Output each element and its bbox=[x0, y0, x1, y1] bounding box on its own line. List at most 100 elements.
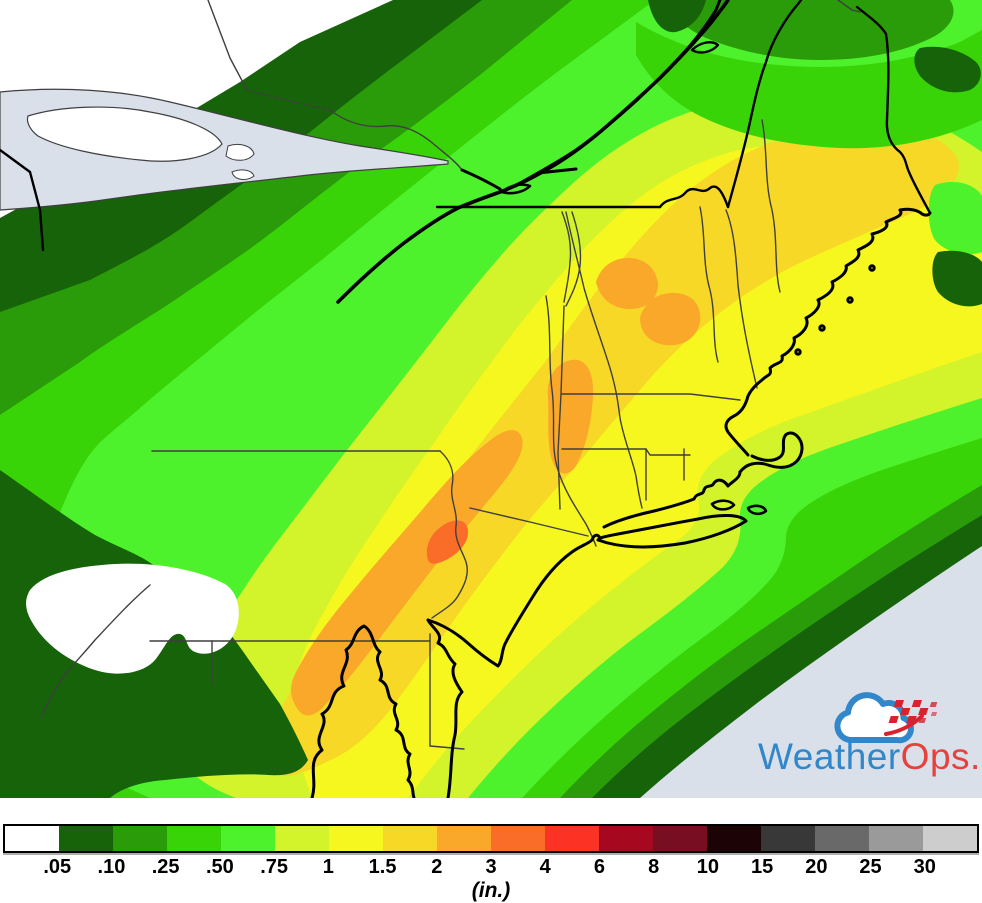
river-hudson bbox=[545, 295, 597, 547]
island-marthas-vineyard bbox=[710, 499, 736, 511]
international-borders bbox=[0, 0, 932, 252]
border-nh-quebec bbox=[658, 185, 730, 209]
band-golden bbox=[254, 125, 959, 777]
island-ottawa-small-2 bbox=[231, 169, 255, 180]
weatherops-logo: WeatherOps. bbox=[758, 692, 981, 777]
border-maine-west bbox=[726, 0, 803, 209]
legend-swatch-0 bbox=[5, 826, 59, 851]
precip-contour-svg: WeatherOps. bbox=[0, 0, 982, 798]
blob-white-sw-pennsylvania bbox=[26, 563, 239, 674]
border-ontario-quebec bbox=[207, 0, 248, 91]
legend-swatch-7 bbox=[383, 826, 437, 851]
river-ottawa-thin bbox=[329, 109, 463, 171]
core-orange-pennsylvania-band bbox=[291, 430, 523, 716]
legend-swatch-10 bbox=[545, 826, 599, 851]
legend-tick-label: .05 bbox=[43, 856, 72, 878]
legend-swatch-14 bbox=[761, 826, 815, 851]
river-connecticut bbox=[565, 211, 643, 509]
island-maine-2 bbox=[818, 324, 826, 332]
core-redorange-ne-pennsylvania bbox=[426, 520, 469, 564]
legend-swatch-3 bbox=[167, 826, 221, 851]
legend-tick-label: .50 bbox=[205, 856, 234, 878]
legend-color-bar bbox=[3, 824, 979, 853]
legend-tick-label: 2 bbox=[431, 856, 443, 878]
island-maine-3 bbox=[846, 296, 854, 304]
st-lawrence-north-bank bbox=[520, 0, 722, 184]
border-ny-vt-ma-ct bbox=[557, 305, 565, 510]
legend-swatch-2 bbox=[113, 826, 167, 851]
legend-tick-label: 8 bbox=[648, 856, 660, 878]
legend-swatch-9 bbox=[491, 826, 545, 851]
border-nj-ny bbox=[469, 507, 589, 537]
legend-tick-label: 30 bbox=[913, 856, 936, 878]
island-ottawa-large bbox=[26, 106, 223, 162]
river-maine-2 bbox=[761, 119, 781, 293]
legend-swatch-12 bbox=[653, 826, 707, 851]
precip-bands bbox=[0, 0, 982, 798]
confluence-bar bbox=[536, 167, 578, 175]
river-potomac-upper bbox=[41, 584, 151, 717]
cape-cod bbox=[738, 431, 804, 474]
legend-swatch-17 bbox=[923, 826, 977, 851]
lake-champlain-west bbox=[561, 211, 572, 303]
border-ma-north bbox=[561, 393, 741, 401]
island-maine-1 bbox=[794, 348, 802, 356]
border-ontario-quebec-dashed bbox=[246, 89, 331, 111]
island-nantucket bbox=[746, 504, 768, 516]
legend-swatch-1 bbox=[59, 826, 113, 851]
legend-tick-label: 25 bbox=[859, 856, 882, 878]
legend-tick-label: 1 bbox=[322, 856, 334, 878]
legend-tick-label: 20 bbox=[805, 856, 828, 878]
patch-bright-top-right bbox=[636, 22, 982, 149]
legend-tick-label: 6 bbox=[593, 856, 605, 878]
st-lawrence-river bbox=[336, 0, 730, 304]
legend-tick-label: .10 bbox=[97, 856, 126, 878]
border-maine-east bbox=[855, 5, 932, 215]
coastline bbox=[310, 207, 932, 798]
line-top-right-small bbox=[837, 0, 861, 13]
border-delaware-south bbox=[429, 745, 465, 750]
legend-swatch-11 bbox=[599, 826, 653, 851]
ile-orleans bbox=[690, 41, 720, 54]
core-orange-vermont bbox=[596, 258, 658, 310]
legend-swatch-5 bbox=[275, 826, 329, 851]
political-borders-thin bbox=[41, 0, 861, 750]
legend: .05 .10 .25 .50 .75 1 1.5 2 3 4 6 8 10 15 20 25 30 (in.) bbox=[0, 824, 982, 903]
logo-cloud-icon bbox=[834, 692, 914, 744]
montreal-island bbox=[500, 183, 532, 195]
patch-medium-top-right bbox=[660, 0, 954, 60]
patch-dark-tongue-top bbox=[648, 0, 706, 33]
coast-delmarva-delaware-bay bbox=[426, 618, 464, 798]
logo-flag-swoosh bbox=[884, 714, 924, 736]
legend-swatch-4 bbox=[221, 826, 275, 851]
logo-wordmark: WeatherOps. bbox=[758, 736, 981, 777]
legend-tick-label: 15 bbox=[750, 856, 774, 878]
coast-connecticut-rhode-island bbox=[602, 470, 742, 529]
legend-swatch-6 bbox=[329, 826, 383, 851]
legend-tick-label: .75 bbox=[260, 856, 289, 878]
coast-chesapeake-bay bbox=[310, 624, 416, 798]
legend-tick-label: 1.5 bbox=[368, 856, 397, 878]
legend-swatch-16 bbox=[869, 826, 923, 851]
border-ma-south-ct bbox=[561, 448, 691, 456]
core-orange-new-hampshire bbox=[640, 292, 701, 346]
line-left-edge-thick bbox=[0, 148, 45, 252]
river-maine-1 bbox=[699, 206, 719, 363]
ottawa-river-mouth bbox=[460, 168, 502, 191]
logo-text-ops: Ops bbox=[901, 736, 970, 777]
patch-dark-streak-topright bbox=[914, 46, 981, 93]
island-maine-4 bbox=[868, 264, 876, 272]
logo-text-weather: Weather bbox=[758, 736, 901, 777]
legend-tick-label: 3 bbox=[485, 856, 497, 878]
lake-champlain-east bbox=[565, 211, 582, 307]
legend-swatch-8 bbox=[437, 826, 491, 851]
long-island bbox=[596, 514, 748, 549]
precipitation-map: WeatherOps. bbox=[0, 0, 982, 798]
coast-new-jersey bbox=[426, 533, 602, 668]
legend-swatch-15 bbox=[815, 826, 869, 851]
island-ottawa-small-1 bbox=[225, 143, 255, 161]
coast-massachusetts-to-maine bbox=[724, 207, 932, 457]
legend-tick-labels: .05 .10 .25 .50 .75 1 1.5 2 3 4 6 8 10 15 20 25 30 bbox=[3, 856, 979, 881]
legend-tick-label: 4 bbox=[539, 856, 551, 878]
